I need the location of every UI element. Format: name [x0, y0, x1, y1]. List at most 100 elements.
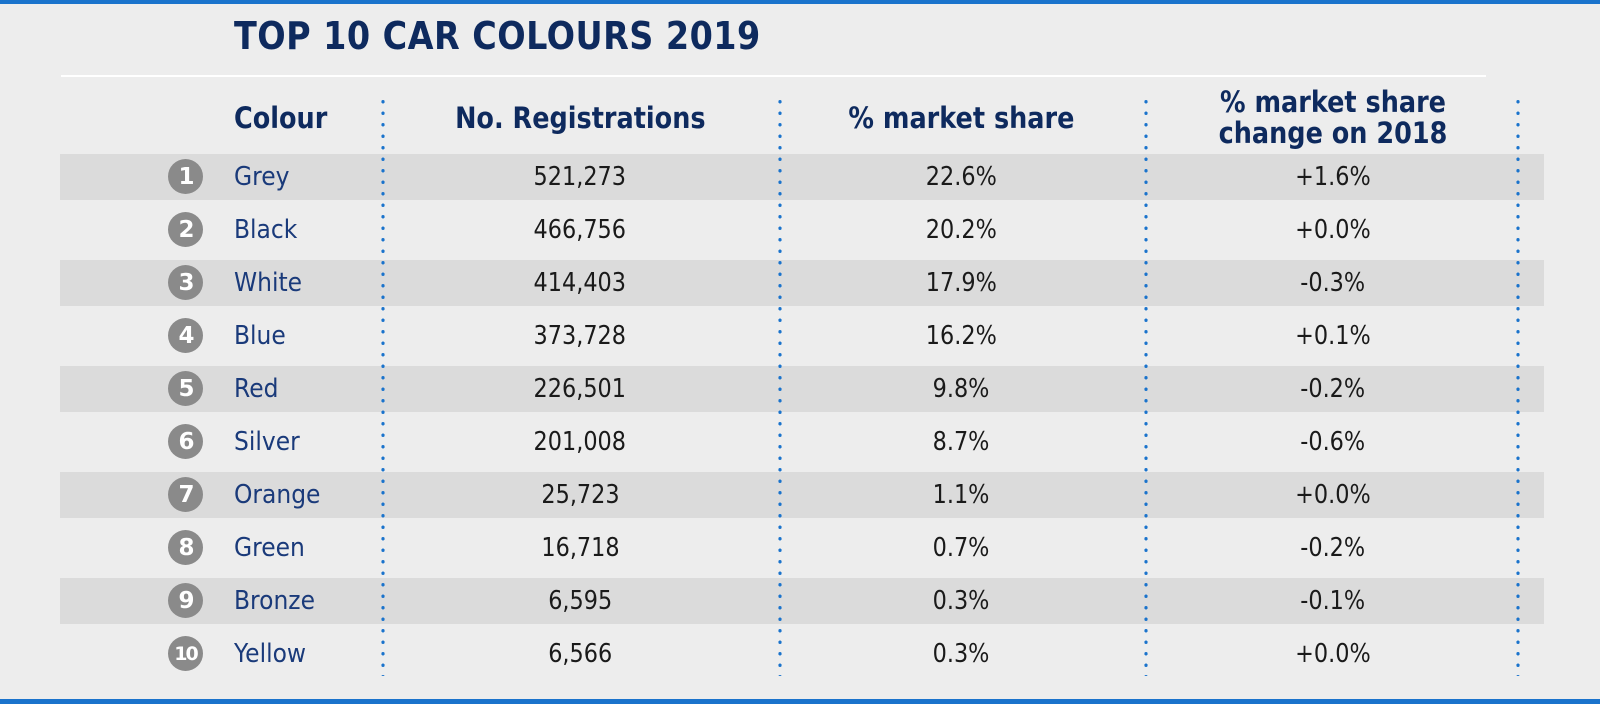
top-accent-bar — [0, 0, 1600, 4]
table-row: 2 Black 466,756 20.2% +0.0% — [60, 207, 1544, 253]
registrations-value: 6,595 — [547, 586, 613, 616]
change-cell: -0.6% — [1146, 419, 1520, 465]
colour-name: Red — [234, 374, 279, 404]
change-cell: -0.2% — [1146, 525, 1520, 571]
table-row: 1 Grey 521,273 22.6% +1.6% — [60, 154, 1544, 200]
market-share-value: 16.2% — [925, 321, 998, 351]
change-value: +1.6% — [1295, 162, 1371, 192]
market-share-value: 0.3% — [933, 639, 990, 669]
market-share-cell: 0.7% — [780, 525, 1143, 571]
registrations-value: 6,566 — [547, 639, 613, 669]
change-value: -0.2% — [1300, 374, 1366, 404]
change-value: -0.6% — [1300, 427, 1366, 457]
table-row: 3 White 414,403 17.9% -0.3% — [60, 260, 1544, 306]
change-cell: +0.1% — [1146, 313, 1520, 359]
registrations-cell: 466,756 — [383, 207, 777, 253]
change-value: -0.2% — [1300, 533, 1366, 563]
colour-name: Yellow — [234, 639, 307, 669]
market-share-value: 1.1% — [933, 480, 990, 510]
registrations-value: 414,403 — [533, 268, 627, 298]
table-row: 8 Green 16,718 0.7% -0.2% — [60, 525, 1544, 571]
market-share-value: 8.7% — [933, 427, 990, 457]
market-share-value: 0.3% — [933, 586, 990, 616]
registrations-cell: 226,501 — [383, 366, 777, 412]
column-divider — [381, 96, 385, 676]
rank-badge: 4 — [168, 318, 203, 353]
column-header-colour: Colour — [234, 82, 374, 154]
market-share-cell: 8.7% — [780, 419, 1143, 465]
colour-name: Orange — [234, 480, 321, 510]
table-row: 7 Orange 25,723 1.1% +0.0% — [60, 472, 1544, 518]
page-title: TOP 10 CAR COLOURS 2019 — [234, 14, 761, 58]
change-value: +0.0% — [1295, 215, 1371, 245]
registrations-value: 226,501 — [533, 374, 627, 404]
colour-name: Black — [234, 215, 298, 245]
column-divider — [778, 96, 782, 676]
rank-badge: 6 — [168, 424, 203, 459]
registrations-value: 201,008 — [533, 427, 627, 457]
registrations-value: 466,756 — [533, 215, 627, 245]
column-divider — [1516, 96, 1520, 676]
market-share-cell: 1.1% — [780, 472, 1143, 518]
column-header-market-share-label: % market share — [848, 100, 1075, 135]
registrations-cell: 6,595 — [383, 578, 777, 624]
colour-name: Silver — [234, 427, 300, 457]
table-row: 5 Red 226,501 9.8% -0.2% — [60, 366, 1544, 412]
column-header-registrations: No. Registrations — [383, 82, 777, 154]
registrations-value: 521,273 — [533, 162, 627, 192]
market-share-value: 9.8% — [933, 374, 990, 404]
change-value: +0.1% — [1295, 321, 1371, 351]
colour-name: Grey — [234, 162, 290, 192]
registrations-cell: 25,723 — [383, 472, 777, 518]
change-value: +0.0% — [1295, 480, 1371, 510]
change-cell: +0.0% — [1146, 631, 1520, 677]
column-header-registrations-label: No. Registrations — [454, 100, 706, 135]
change-cell: -0.3% — [1146, 260, 1520, 306]
column-header-change: % market share change on 2018 — [1146, 82, 1520, 154]
change-cell: +0.0% — [1146, 472, 1520, 518]
column-divider — [1144, 96, 1148, 676]
colour-name: Green — [234, 533, 305, 563]
market-share-cell: 20.2% — [780, 207, 1143, 253]
market-share-cell: 0.3% — [780, 578, 1143, 624]
registrations-cell: 521,273 — [383, 154, 777, 200]
table-row: 9 Bronze 6,595 0.3% -0.1% — [60, 578, 1544, 624]
rank-badge: 7 — [168, 477, 203, 512]
rank-badge: 5 — [168, 371, 203, 406]
change-value: -0.3% — [1300, 268, 1366, 298]
change-value: -0.1% — [1300, 586, 1366, 616]
colour-name: Bronze — [234, 586, 315, 616]
market-share-cell: 17.9% — [780, 260, 1143, 306]
registrations-value: 373,728 — [533, 321, 627, 351]
registrations-cell: 414,403 — [383, 260, 777, 306]
change-cell: +1.6% — [1146, 154, 1520, 200]
column-header-change-label: % market share change on 2018 — [1218, 85, 1448, 150]
colour-name: Blue — [234, 321, 286, 351]
market-share-value: 0.7% — [933, 533, 990, 563]
rank-badge: 8 — [168, 530, 203, 565]
change-cell: +0.0% — [1146, 207, 1520, 253]
change-value: +0.0% — [1295, 639, 1371, 669]
rank-badge: 1 — [168, 159, 203, 194]
market-share-cell: 16.2% — [780, 313, 1143, 359]
bottom-accent-bar — [0, 699, 1600, 704]
rank-badge: 3 — [168, 265, 203, 300]
table-row: 4 Blue 373,728 16.2% +0.1% — [60, 313, 1544, 359]
change-cell: -0.2% — [1146, 366, 1520, 412]
market-share-cell: 9.8% — [780, 366, 1143, 412]
title-divider — [61, 75, 1486, 77]
colour-name: White — [234, 268, 303, 298]
registrations-cell: 373,728 — [383, 313, 777, 359]
table-row: 6 Silver 201,008 8.7% -0.6% — [60, 419, 1544, 465]
rank-badge: 2 — [168, 212, 203, 247]
market-share-cell: 22.6% — [780, 154, 1143, 200]
registrations-value: 25,723 — [540, 480, 620, 510]
change-cell: -0.1% — [1146, 578, 1520, 624]
rank-badge: 9 — [168, 583, 203, 618]
column-header-market-share: % market share — [780, 82, 1143, 154]
registrations-value: 16,718 — [540, 533, 620, 563]
market-share-cell: 0.3% — [780, 631, 1143, 677]
registrations-cell: 16,718 — [383, 525, 777, 571]
table-row: 10 Yellow 6,566 0.3% +0.0% — [60, 631, 1544, 677]
registrations-cell: 6,566 — [383, 631, 777, 677]
